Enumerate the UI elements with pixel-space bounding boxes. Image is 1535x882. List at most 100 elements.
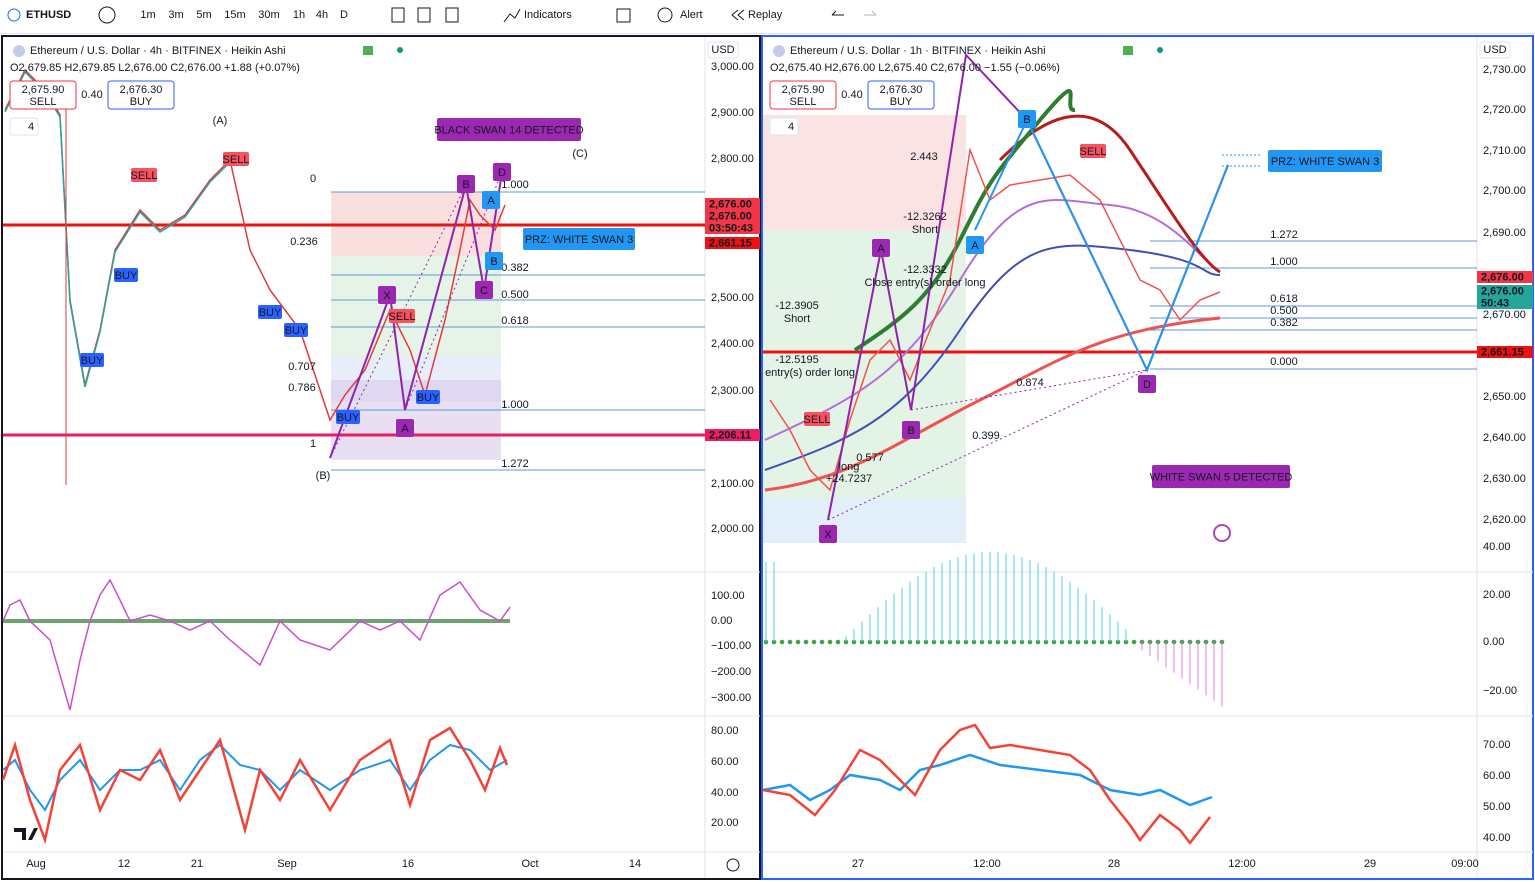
ratio-label: 0.874 — [1016, 377, 1044, 389]
pattern-point-bg — [378, 286, 396, 304]
buy-price[interactable]: 2,676.30 — [120, 84, 163, 96]
osc-dot — [835, 639, 841, 645]
sell-label[interactable]: SELL — [30, 96, 57, 108]
currency-button[interactable] — [707, 41, 739, 59]
layers-count[interactable]: 4 — [788, 121, 794, 133]
rsi-line — [1, 726, 509, 845]
compare-button[interactable] — [98, 6, 116, 24]
osc-histogram — [2, 578, 511, 711]
sell-label[interactable]: SELL — [790, 96, 817, 108]
interval[interactable]: 1m — [140, 9, 155, 21]
sell-price[interactable]: 2,675.90 — [22, 84, 65, 96]
chart-style-icon[interactable] — [391, 7, 405, 23]
time-tick-label: 14 — [629, 858, 641, 870]
interval[interactable]: D — [340, 9, 348, 21]
osc-tick-label: 100.00 — [711, 590, 745, 602]
settings-icon[interactable] — [726, 858, 740, 872]
time-tick-label: 12:00 — [973, 858, 1001, 870]
rsi-signal — [762, 753, 1213, 807]
price-tick-label: 3,000.00 — [711, 61, 754, 73]
replay-icon[interactable] — [731, 9, 745, 21]
annotation-wave-label: (C) — [572, 148, 587, 160]
ratio-label: 0.707 — [288, 361, 316, 373]
interval[interactable]: 4h — [316, 9, 328, 21]
buy-signal: BUY — [285, 325, 308, 337]
pattern-point-bg — [1138, 375, 1156, 393]
time-tick-label: 28 — [1108, 858, 1120, 870]
replay-button[interactable]: Replay — [748, 9, 783, 21]
pattern-point: B — [462, 179, 469, 191]
layers-count[interactable]: 4 — [28, 121, 34, 133]
osc-dot — [1131, 639, 1137, 645]
sell-signal-bg — [223, 152, 249, 166]
buy-button[interactable] — [107, 80, 175, 110]
annotation-wave-label: (B) — [316, 470, 331, 482]
buy-label[interactable]: BUY — [130, 96, 153, 108]
sell-button[interactable] — [9, 80, 77, 110]
strategy-label: Short — [784, 313, 810, 325]
layers-toggle[interactable] — [9, 117, 39, 136]
prz-label-bg — [1268, 150, 1382, 172]
fib-label: 0.382 — [1270, 317, 1298, 329]
indicators-button[interactable]: Indicators — [524, 9, 572, 21]
ratio-label: 0.786 — [288, 382, 316, 394]
time-tick-label: 12:00 — [1228, 858, 1256, 870]
pattern-point: X — [824, 529, 832, 541]
price-tick-label: 2,620.00 — [1483, 514, 1526, 526]
undo-icon[interactable] — [831, 10, 844, 16]
osc-tick-label: 20.00 — [1483, 589, 1511, 601]
osc-dot — [787, 639, 793, 645]
tradingview-logo — [14, 828, 38, 840]
price-tag-bg — [705, 237, 760, 249]
price-tag: 2,676.00 — [709, 198, 752, 210]
chart-style-icon[interactable] — [417, 7, 431, 23]
osc-tick-label: −300.00 — [711, 692, 751, 704]
price-tick-label: 2,300.00 — [711, 385, 754, 397]
rsi-tick-label: 20.00 — [711, 817, 739, 829]
buy-signal: BUY — [115, 270, 138, 282]
indicators-icon[interactable] — [503, 8, 521, 23]
fib-label: 1.272 — [1270, 229, 1298, 241]
fib-label: 0.618 — [1270, 293, 1298, 305]
time-tick-label: 12 — [118, 858, 130, 870]
ohlc: O2,679.85 H2,679.85 L2,676.00 C2,676.00 … — [10, 62, 300, 74]
sell-price[interactable]: 2,675.90 — [782, 84, 825, 96]
pattern-point: B — [907, 425, 914, 437]
buy-signal: BUY — [337, 412, 360, 424]
interval[interactable]: 3m — [168, 9, 183, 21]
price-tick-label: 2,000.00 — [711, 523, 754, 535]
price-tick-label: 2,500.00 — [711, 292, 754, 304]
buy-price[interactable]: 2,676.30 — [880, 84, 923, 96]
buy-button[interactable] — [867, 80, 935, 110]
layers-toggle[interactable] — [769, 117, 799, 136]
chart-style-icon[interactable] — [445, 7, 459, 23]
ma-blue — [764, 244, 1221, 471]
interval[interactable]: 15m — [224, 9, 245, 21]
sell-signal-bg — [804, 412, 830, 426]
sell-button[interactable] — [769, 80, 837, 110]
price-tag-bg — [705, 429, 760, 441]
symbol[interactable]: ETHUSD — [26, 9, 71, 21]
templates-icon[interactable] — [616, 8, 631, 23]
interval[interactable]: 5m — [196, 9, 211, 21]
ratio-label: 0.577 — [856, 452, 884, 464]
price-tag-bg — [705, 222, 760, 234]
price-tag-bg — [705, 210, 760, 222]
strategy-label: -12.3262 — [903, 211, 946, 223]
alert-icon[interactable] — [657, 7, 673, 23]
interval[interactable]: 1h — [293, 9, 305, 21]
buy-signal: BUY — [81, 355, 104, 367]
ratio-label: 0.399 — [972, 430, 1000, 442]
alert-button[interactable]: Alert — [680, 9, 703, 21]
price-tick-label: 2,670.00 — [1483, 309, 1526, 321]
pane-title: Ethereum / U.S. Dollar · 4h · BITFINEX ·… — [30, 45, 286, 57]
currency-button[interactable] — [1479, 41, 1511, 59]
fib-label: 0.618 — [501, 315, 529, 327]
currency[interactable]: USD — [711, 44, 734, 56]
price-tick-label: 2,650.00 — [1483, 391, 1526, 403]
rsi-signal — [2, 743, 508, 812]
buy-label[interactable]: BUY — [890, 96, 913, 108]
interval[interactable]: 30m — [258, 9, 279, 21]
time-tick-label: 29 — [1364, 858, 1376, 870]
currency[interactable]: USD — [1483, 44, 1506, 56]
